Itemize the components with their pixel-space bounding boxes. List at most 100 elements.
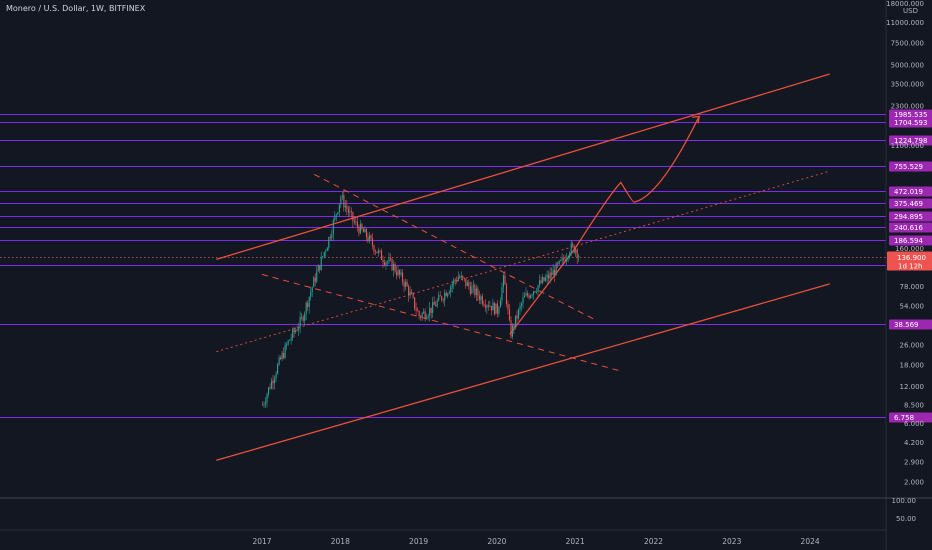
candle-body	[543, 277, 545, 281]
candle-body	[545, 277, 547, 281]
candle-body	[501, 287, 503, 301]
candle-body	[380, 250, 383, 260]
candle-body	[448, 292, 450, 294]
candle-body	[483, 303, 485, 306]
candle-body	[575, 249, 577, 253]
candle-body	[383, 262, 386, 265]
level-price-badge-text: 1224.798	[894, 137, 927, 145]
candle-body	[414, 297, 416, 309]
channel-midline[interactable]	[216, 170, 830, 353]
candle-body	[548, 274, 550, 279]
candle-body	[539, 280, 541, 286]
candle-body	[554, 269, 556, 276]
candle-body	[474, 285, 476, 296]
candle-body	[430, 307, 432, 313]
level-price-badge-text: 375.469	[894, 200, 923, 208]
candle-body	[322, 256, 324, 258]
candle-body	[349, 211, 351, 213]
current-price-badge	[887, 251, 932, 271]
channel-upper-line[interactable]	[216, 73, 830, 260]
candle-body	[399, 270, 401, 275]
candle-body	[314, 277, 316, 282]
candle-body	[287, 340, 289, 345]
candle-body	[517, 309, 520, 319]
candle-body	[578, 256, 580, 258]
level-price-badge	[889, 117, 932, 128]
candle-body	[546, 274, 548, 278]
candle-body	[271, 380, 273, 389]
candle-body	[505, 284, 508, 304]
price-tick-label: 6.000	[904, 420, 924, 428]
level-price-badge-text: 755.529	[894, 163, 923, 171]
lower-pane-tick-label: 50.00	[896, 515, 916, 523]
candle-body	[361, 223, 363, 229]
level-price-badge	[889, 235, 932, 246]
candle-body	[516, 315, 518, 319]
candle-body	[480, 296, 482, 301]
price-tick-label: 54.000	[900, 303, 925, 311]
descending-trendline-lower[interactable]	[261, 273, 622, 372]
candle-body	[411, 291, 413, 295]
candle-body	[292, 329, 294, 339]
symbol-title: Monero / U.S. Dollar, 1W, BITFINEX	[6, 4, 146, 13]
candle-body	[462, 275, 464, 278]
candle-body	[528, 295, 530, 298]
price-tick-label: 78.000	[900, 283, 925, 291]
candle-body	[511, 325, 514, 337]
candle-body	[447, 293, 449, 297]
candle-body	[358, 226, 360, 234]
candle-body	[317, 265, 319, 272]
candle-body	[307, 302, 309, 307]
level-price-badge	[889, 198, 932, 209]
channel-lower-line[interactable]	[216, 283, 830, 461]
candle-body	[445, 292, 447, 297]
candle-body	[420, 316, 422, 318]
candle-body	[402, 272, 404, 282]
candle-body	[457, 276, 459, 281]
candle-body	[289, 340, 291, 341]
candle-body	[499, 300, 502, 308]
candle-body	[508, 309, 511, 321]
candle-body	[397, 270, 399, 276]
candle-body	[513, 325, 515, 328]
candle-body	[472, 285, 474, 287]
time-axis-label: 2019	[409, 537, 428, 546]
candle-body	[530, 295, 532, 298]
currency-label: USD	[903, 7, 918, 15]
candle-body	[566, 257, 568, 262]
candle-body	[379, 250, 381, 252]
candle-body	[489, 305, 491, 307]
candle-body	[355, 221, 357, 223]
candle-body	[564, 259, 566, 262]
candle-body	[551, 272, 553, 276]
price-tick-label: 1100.000	[891, 142, 924, 150]
candle-body	[374, 251, 377, 253]
candle-body	[382, 259, 384, 263]
candle-body	[558, 260, 560, 264]
candle-body	[316, 271, 318, 282]
candle-body	[376, 251, 378, 254]
candle-body	[475, 288, 477, 296]
candle-body	[492, 302, 494, 311]
candle-body	[486, 305, 488, 308]
candle-body	[269, 387, 271, 389]
candle-body	[478, 295, 480, 301]
candle-body	[442, 299, 444, 301]
candle-body	[453, 279, 455, 285]
projection-path[interactable]	[509, 116, 700, 335]
candle-body	[408, 286, 410, 296]
candle-body	[534, 291, 536, 293]
level-price-badge-text: 240.616	[894, 224, 923, 232]
candle-body	[373, 245, 375, 252]
descending-trendline-upper[interactable]	[313, 173, 596, 321]
candle-body	[367, 237, 369, 242]
candle-body	[343, 195, 345, 208]
candle-body	[406, 281, 408, 287]
candle-body	[325, 250, 327, 253]
candle-body	[302, 316, 304, 321]
candle-body	[540, 280, 542, 283]
candle-body	[405, 281, 407, 287]
candle-body	[286, 344, 288, 346]
